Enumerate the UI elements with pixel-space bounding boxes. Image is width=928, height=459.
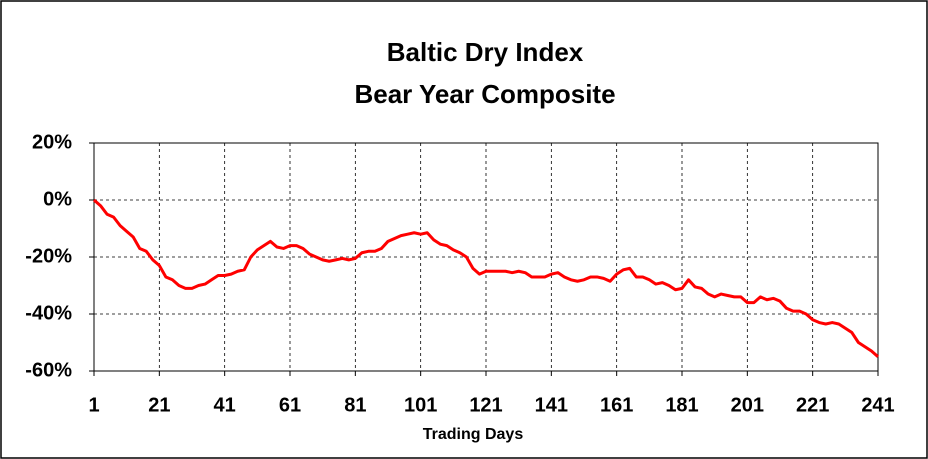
plot-area bbox=[93, 142, 879, 372]
x-tick-label: 1 bbox=[88, 394, 99, 416]
x-tick-label: 221 bbox=[796, 394, 829, 416]
x-tick-label: 241 bbox=[861, 394, 894, 416]
x-tick-label: 161 bbox=[600, 394, 633, 416]
x-tick-label: 81 bbox=[344, 394, 366, 416]
x-tick-label: 141 bbox=[535, 394, 568, 416]
x-tick-label: 61 bbox=[279, 394, 301, 416]
chart-title: Bear Year Composite bbox=[354, 79, 615, 109]
y-tick-label: -60% bbox=[25, 359, 72, 381]
x-tick-label: 21 bbox=[148, 394, 170, 416]
x-axis-label: Trading Days bbox=[423, 426, 524, 443]
x-tick-label: 121 bbox=[469, 394, 502, 416]
y-tick-label: 0% bbox=[43, 188, 72, 210]
x-tick-label: 201 bbox=[731, 394, 764, 416]
data-line bbox=[93, 198, 879, 358]
chart-title: Baltic Dry Index bbox=[387, 37, 584, 67]
y-tick-label: -40% bbox=[25, 302, 72, 324]
y-tick-label: 20% bbox=[32, 131, 72, 153]
y-tick-label: -20% bbox=[25, 245, 72, 267]
x-tick-label: 181 bbox=[665, 394, 698, 416]
x-tick-label: 101 bbox=[404, 394, 437, 416]
x-tick-label: 41 bbox=[214, 394, 236, 416]
